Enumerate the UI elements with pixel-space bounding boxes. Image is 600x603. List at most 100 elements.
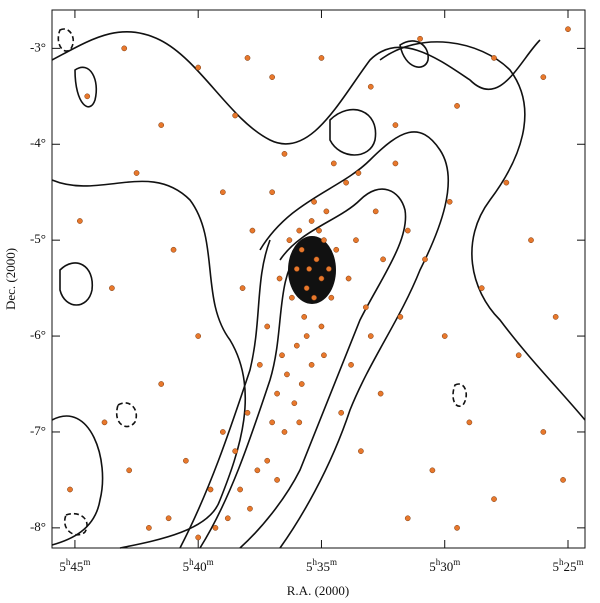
point <box>466 419 473 426</box>
y-tick-label: -6° <box>30 327 46 342</box>
point <box>343 179 349 186</box>
point <box>454 103 460 109</box>
point <box>367 83 374 90</box>
point <box>417 35 423 42</box>
point <box>276 275 283 282</box>
point <box>358 448 364 454</box>
point <box>170 246 177 253</box>
contour <box>59 262 93 306</box>
y-tick-label: -5° <box>30 231 46 246</box>
point <box>296 419 303 426</box>
point <box>503 179 510 186</box>
contour <box>63 513 88 536</box>
point <box>239 285 246 291</box>
point <box>279 352 285 359</box>
point <box>219 189 226 196</box>
point <box>528 237 534 244</box>
point <box>441 333 448 339</box>
point <box>321 237 327 244</box>
contour <box>239 188 407 549</box>
y-tick-label: -7° <box>30 423 46 438</box>
point <box>133 170 140 176</box>
point <box>367 333 374 339</box>
point <box>303 285 310 291</box>
point <box>244 55 251 61</box>
contour <box>179 239 271 549</box>
contour <box>329 108 377 156</box>
point <box>328 294 335 301</box>
point <box>232 448 239 454</box>
contour <box>452 383 467 407</box>
point <box>316 227 322 234</box>
point <box>380 256 386 263</box>
point <box>158 381 165 387</box>
point <box>454 525 460 531</box>
point <box>254 467 261 474</box>
point <box>293 266 300 272</box>
contour <box>74 66 97 108</box>
point <box>232 112 239 119</box>
point <box>478 285 485 291</box>
point <box>207 486 214 493</box>
point <box>298 381 305 387</box>
point <box>321 352 327 359</box>
point <box>552 314 559 320</box>
point <box>77 218 83 224</box>
point <box>345 275 352 282</box>
point <box>284 371 290 378</box>
point <box>301 314 308 320</box>
contour <box>51 31 541 145</box>
point <box>333 246 340 253</box>
point <box>372 208 379 215</box>
point <box>293 342 300 349</box>
point <box>306 266 312 272</box>
point <box>392 122 399 128</box>
point <box>318 55 325 61</box>
point <box>362 304 369 311</box>
point <box>219 429 226 435</box>
point <box>281 429 288 435</box>
contour <box>51 179 247 549</box>
point <box>540 429 547 435</box>
contour <box>379 41 586 421</box>
point <box>491 496 497 502</box>
point <box>330 160 337 167</box>
point <box>289 294 295 301</box>
point <box>158 122 165 128</box>
contour <box>399 40 429 68</box>
y-tick-label: -8° <box>30 519 46 534</box>
point <box>515 352 522 359</box>
point <box>404 515 411 522</box>
point <box>404 227 411 234</box>
point <box>195 333 202 339</box>
point <box>264 323 271 330</box>
point <box>311 294 317 301</box>
cluster-core <box>288 236 336 304</box>
x-tick-label: 5h35m <box>306 557 337 574</box>
contour <box>259 131 449 549</box>
point <box>296 227 303 234</box>
point <box>286 237 293 244</box>
point <box>291 400 298 407</box>
plot-frame <box>51 9 586 549</box>
point <box>298 246 305 253</box>
x-axis-label: R.A. (2000) <box>287 583 349 598</box>
point <box>109 285 115 291</box>
point <box>318 275 325 282</box>
y-tick-label: -4° <box>30 135 46 150</box>
point <box>126 467 133 474</box>
point <box>244 409 251 416</box>
x-tick-label: 5h40m <box>183 557 214 574</box>
point <box>274 477 280 483</box>
point <box>183 457 189 464</box>
point <box>565 26 571 33</box>
point <box>195 64 202 71</box>
point <box>67 486 73 493</box>
point <box>429 467 436 474</box>
point <box>247 505 253 512</box>
x-tick-label: 5h45m <box>59 557 90 574</box>
point <box>338 409 345 416</box>
point <box>355 170 362 176</box>
point <box>313 256 320 263</box>
point <box>101 419 108 426</box>
